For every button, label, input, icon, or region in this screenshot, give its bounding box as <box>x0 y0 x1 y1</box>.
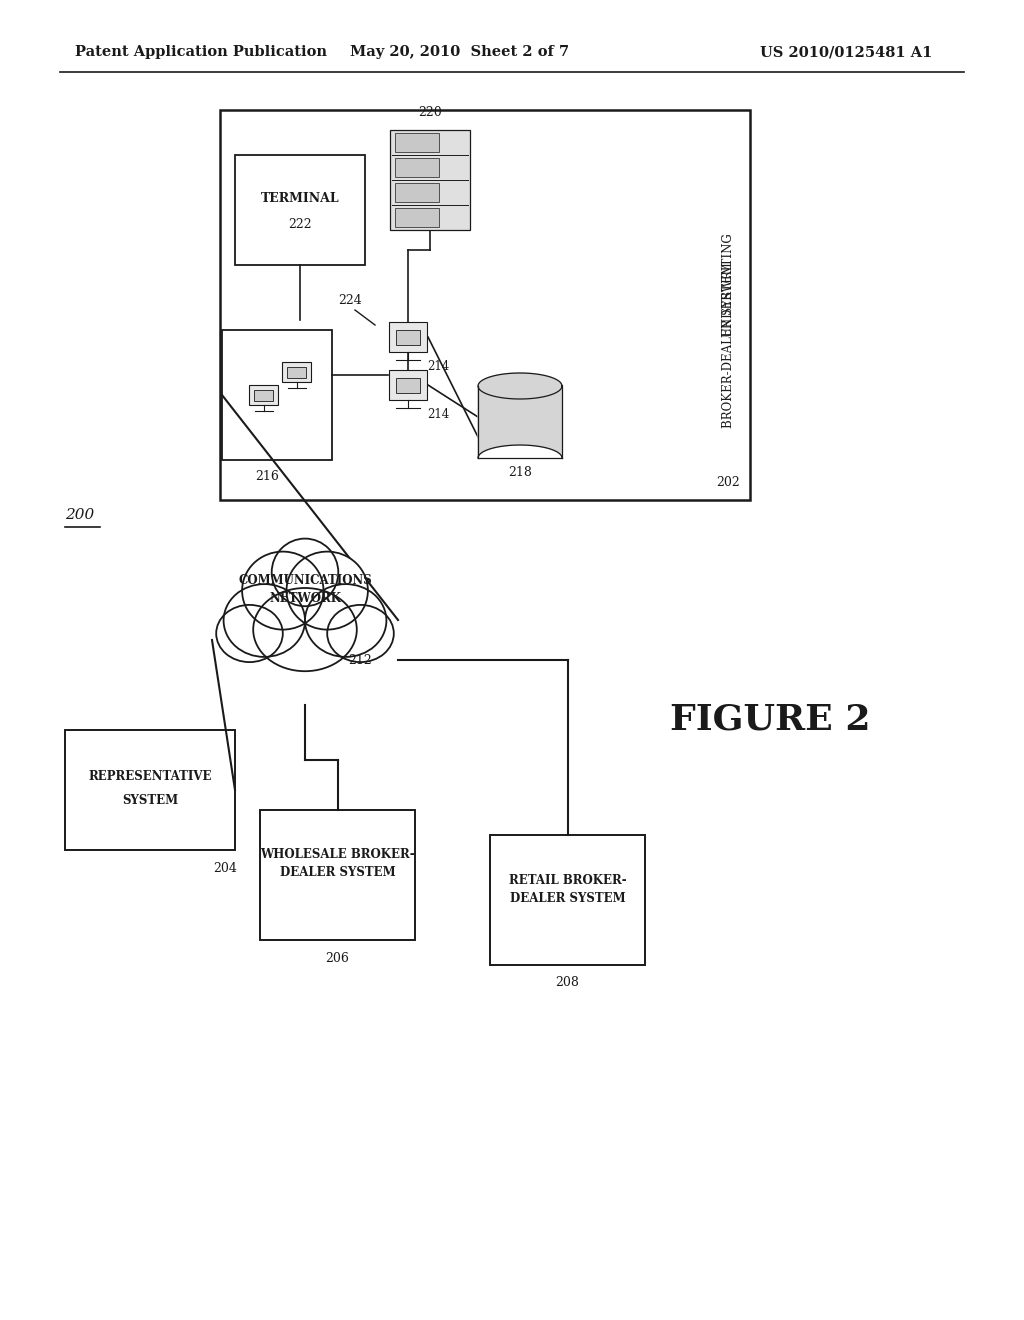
Text: 206: 206 <box>326 952 349 965</box>
Text: US 2010/0125481 A1: US 2010/0125481 A1 <box>760 45 933 59</box>
Ellipse shape <box>223 583 305 657</box>
Bar <box>395 158 439 177</box>
Bar <box>283 362 311 381</box>
Text: WHOLESALE BROKER-: WHOLESALE BROKER- <box>260 849 415 862</box>
Text: 202: 202 <box>716 475 740 488</box>
Bar <box>234 154 365 265</box>
Text: UNDERWRITING: UNDERWRITING <box>722 232 734 338</box>
Text: FIGURE 2: FIGURE 2 <box>670 704 870 737</box>
Bar <box>395 330 420 345</box>
Text: 208: 208 <box>556 977 580 990</box>
Polygon shape <box>478 374 562 399</box>
Text: 212: 212 <box>348 653 372 667</box>
Ellipse shape <box>305 583 386 657</box>
Text: DEALER SYSTEM: DEALER SYSTEM <box>510 891 626 904</box>
Text: 220: 220 <box>418 106 442 119</box>
Ellipse shape <box>328 605 394 663</box>
Bar <box>254 389 273 401</box>
Text: 216: 216 <box>255 470 279 483</box>
Text: 204: 204 <box>213 862 237 874</box>
Text: 214: 214 <box>427 359 450 372</box>
Ellipse shape <box>216 605 283 663</box>
Ellipse shape <box>242 552 324 630</box>
Text: BROKER-DEALER SYSTEM: BROKER-DEALER SYSTEM <box>722 263 734 428</box>
Bar <box>395 378 420 392</box>
Bar <box>222 330 332 459</box>
Bar <box>260 810 415 940</box>
Bar <box>389 370 427 400</box>
Ellipse shape <box>271 539 338 606</box>
Text: Patent Application Publication: Patent Application Publication <box>75 45 327 59</box>
Text: COMMUNICATIONS: COMMUNICATIONS <box>239 573 372 586</box>
Text: REPRESENTATIVE: REPRESENTATIVE <box>88 770 212 783</box>
Bar <box>395 183 439 202</box>
Text: SYSTEM: SYSTEM <box>122 793 178 807</box>
Text: 218: 218 <box>508 466 531 479</box>
Bar <box>390 129 470 230</box>
Bar <box>389 322 427 352</box>
Bar <box>490 836 645 965</box>
Text: May 20, 2010  Sheet 2 of 7: May 20, 2010 Sheet 2 of 7 <box>350 45 569 59</box>
Polygon shape <box>478 385 562 458</box>
Ellipse shape <box>253 587 356 671</box>
Text: 214: 214 <box>427 408 450 421</box>
Bar <box>395 209 439 227</box>
Text: 200: 200 <box>66 508 94 521</box>
Text: NETWORK: NETWORK <box>269 591 341 605</box>
Bar <box>250 385 279 405</box>
Text: RETAIL BROKER-: RETAIL BROKER- <box>509 874 627 887</box>
Text: 224: 224 <box>338 293 361 306</box>
Bar <box>395 133 439 152</box>
Bar <box>288 367 306 378</box>
Bar <box>220 110 750 500</box>
Text: TERMINAL: TERMINAL <box>261 191 339 205</box>
Bar <box>65 730 234 850</box>
Text: 222: 222 <box>288 218 312 231</box>
Ellipse shape <box>287 552 368 630</box>
Text: DEALER SYSTEM: DEALER SYSTEM <box>280 866 395 879</box>
